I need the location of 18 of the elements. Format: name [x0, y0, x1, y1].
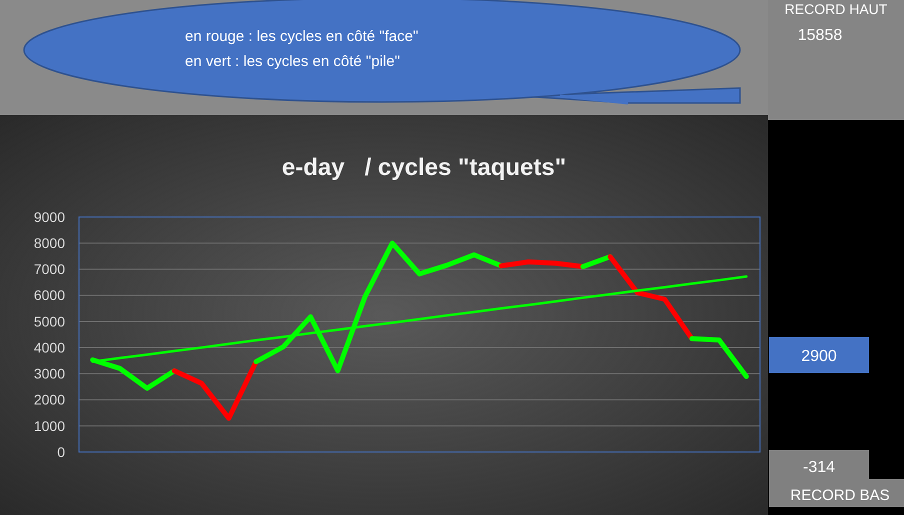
text: 15858 [798, 27, 842, 44]
y-tick-label: 1000 [34, 418, 66, 434]
text: en vert : les cycles en côté "pile" [185, 53, 400, 70]
y-tick-label: 3000 [34, 366, 66, 382]
y-tick-label: 2000 [34, 392, 66, 408]
text: 2900 [801, 348, 837, 365]
y-tick-label: 6000 [34, 287, 66, 304]
text: -314 [802, 459, 836, 476]
chart-title: e-day / cycles "taquets" [282, 154, 566, 181]
y-tick-label: 0 [57, 444, 66, 460]
text: RECORD HAUT [784, 1, 888, 17]
y-tick-label: 7000 [34, 261, 66, 278]
y-tick-label: 5000 [34, 313, 66, 330]
text: RECORD BAS [790, 487, 890, 504]
y-tick-label: 9000 [34, 208, 66, 225]
text: en rouge : les cycles en côté "face" [185, 28, 418, 45]
y-tick-label: 8000 [34, 235, 66, 252]
y-tick-label: 4000 [34, 339, 66, 356]
